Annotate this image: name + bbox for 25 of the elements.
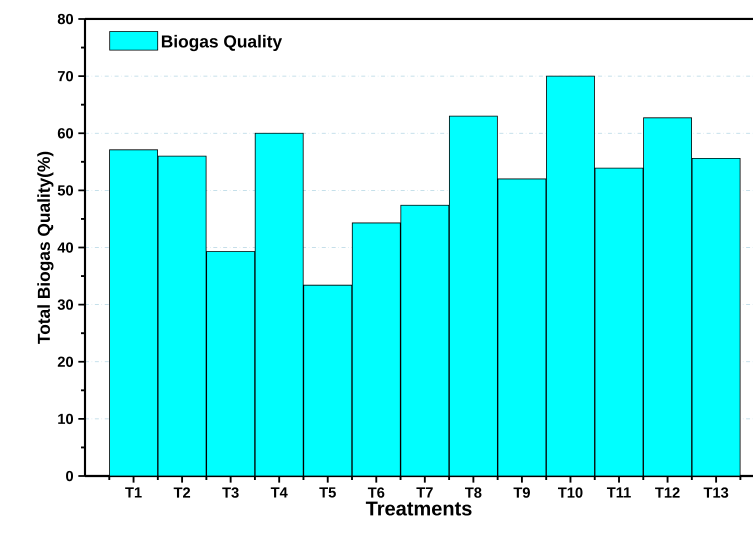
- legend-label: Biogas Quality: [162, 34, 282, 52]
- x-tick-label: T9: [514, 487, 530, 498]
- x-tick-label: T3: [222, 487, 239, 498]
- y-tick-label: 80: [58, 14, 74, 24]
- x-tick-label: T4: [270, 487, 288, 498]
- x-tick-label: T8: [464, 487, 482, 498]
- y-tick-label: 30: [58, 299, 74, 310]
- x-tick-label: T11: [606, 487, 631, 498]
- y-tick-label: 60: [58, 128, 74, 138]
- y-tick-label: 20: [58, 356, 74, 367]
- x-tick-label: T10: [558, 487, 582, 498]
- y-tick-label: 10: [58, 414, 74, 424]
- x-tick-label: T5: [319, 487, 336, 498]
- y-tick-label: 50: [58, 185, 74, 196]
- x-tick-label: T2: [174, 487, 190, 498]
- x-tick-label: T12: [655, 487, 680, 498]
- x-tick-label: T6: [368, 487, 384, 498]
- x-tick-label: T1: [125, 487, 142, 498]
- x-axis-title: Treatments: [366, 502, 472, 516]
- y-tick-label: 70: [58, 70, 74, 82]
- y-axis-title: Total Biogas Quality(%): [37, 152, 54, 344]
- x-tick-label: T7: [416, 487, 433, 498]
- y-tick-label: 0: [66, 470, 74, 482]
- x-tick-label: T13: [704, 487, 728, 498]
- y-tick-label: 40: [58, 242, 74, 253]
